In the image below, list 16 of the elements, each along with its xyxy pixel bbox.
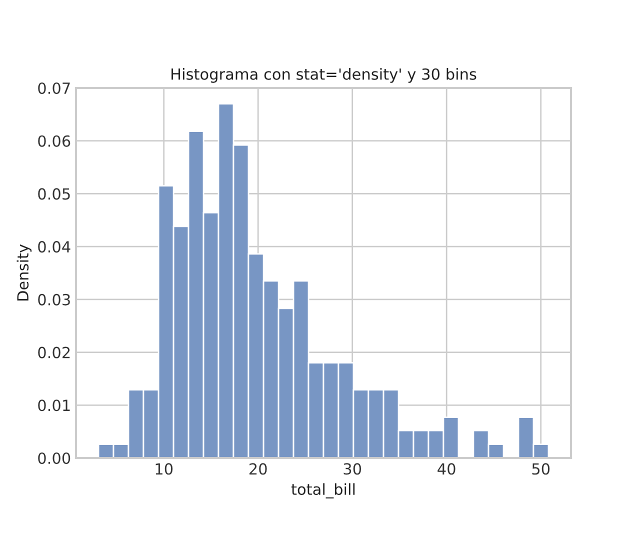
- x-tick-label: 10: [156, 463, 173, 475]
- x-tick-label: 50: [532, 463, 550, 475]
- x-axis-title: total_bill: [291, 483, 355, 498]
- chart-title: Histograma con stat='density' y 30 bins: [172, 68, 476, 83]
- y-tick-label: 0.04: [38, 241, 70, 253]
- x-tick-label: 30: [344, 463, 362, 475]
- x-tick-label: 20: [249, 463, 267, 475]
- y-tick-label: 0.01: [38, 400, 70, 412]
- y-tick-label: 0.03: [38, 294, 70, 306]
- y-tick-label: 0.05: [38, 188, 70, 200]
- y-tick-label: 0.06: [38, 135, 70, 147]
- y-axis-title: Density: [16, 244, 32, 301]
- x-tick-label: 40: [438, 463, 456, 475]
- y-tick-label: 0.00: [38, 452, 70, 464]
- y-tick-label: 0.07: [38, 82, 70, 94]
- y-tick-label: 0.02: [38, 346, 70, 358]
